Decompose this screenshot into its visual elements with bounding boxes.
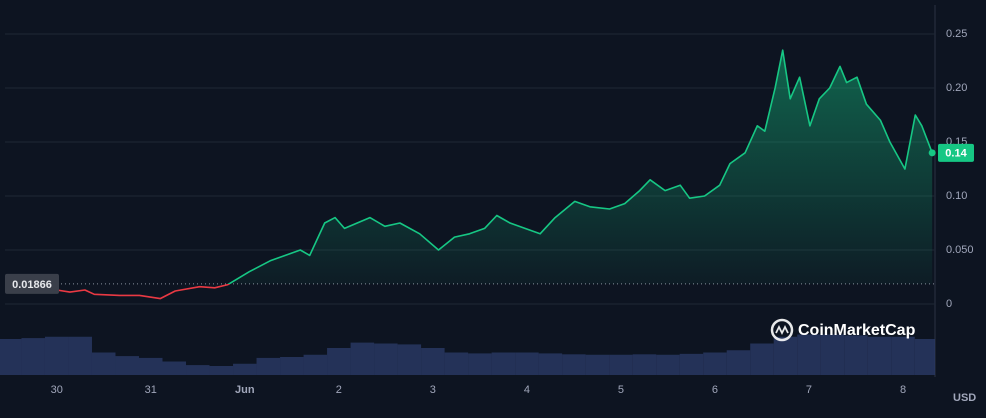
volume-bar <box>703 352 727 375</box>
volume-bar <box>750 343 774 375</box>
x-tick-label: 3 <box>430 384 436 396</box>
x-tick-label: 7 <box>806 384 812 396</box>
volume-bar <box>256 357 281 375</box>
x-tick-label: 5 <box>618 384 624 396</box>
volume-bar <box>444 352 469 375</box>
volume-bar <box>585 354 610 375</box>
volume-bar <box>491 352 516 375</box>
volume-bar <box>867 336 892 375</box>
volume-bar <box>797 334 821 375</box>
volume-bar <box>350 342 375 375</box>
volume-bar <box>632 354 657 375</box>
x-tick-label: 8 <box>900 384 906 396</box>
baseline-badge <box>5 273 59 294</box>
volume-bar <box>327 348 351 375</box>
x-tick-label: 30 <box>51 384 63 396</box>
volume-bar <box>844 335 868 375</box>
logo-wave <box>775 324 789 336</box>
x-tick-label: 2 <box>336 384 342 396</box>
volume-bar <box>209 366 234 375</box>
logo-ring <box>770 318 794 342</box>
x-tick-label: Jun <box>235 384 255 396</box>
x-tick-label: 6 <box>712 384 718 396</box>
volume-bar <box>914 339 935 375</box>
y-tick-label: 0.25 <box>946 28 967 40</box>
y-tick-label: 0.20 <box>946 82 967 94</box>
watermark-logo <box>770 318 794 342</box>
volume-bar <box>773 336 798 375</box>
volume-bar <box>679 353 704 375</box>
watermark: CoinMarketCap <box>798 322 916 339</box>
volume-bar <box>68 336 92 375</box>
x-tick-label: 31 <box>145 384 157 396</box>
price-badge <box>938 143 974 162</box>
volume-bar <box>468 353 492 375</box>
volume-bar <box>186 365 210 375</box>
volume-bar <box>515 352 539 375</box>
volume-bar <box>609 354 633 375</box>
volume-bar <box>656 354 680 375</box>
x-tick-label: 4 <box>524 384 530 396</box>
volume-bar <box>820 334 845 375</box>
volume-bar <box>538 353 563 375</box>
volume-bar <box>138 357 163 375</box>
baseline-label: 0.01866 <box>12 279 52 291</box>
volume-bar <box>21 338 45 375</box>
volume-bar <box>91 352 116 375</box>
volume-bar <box>280 357 304 375</box>
volume-bar <box>891 336 915 375</box>
volume-bar <box>726 350 751 375</box>
volume-bar <box>303 354 328 375</box>
y-tick-label: 0 <box>946 298 952 310</box>
volume-bar <box>115 356 139 375</box>
volume-bar <box>233 363 257 375</box>
y-tick-label: 0.050 <box>946 244 974 256</box>
volume-bar <box>421 348 445 375</box>
volume-bar <box>44 336 69 375</box>
last-point <box>928 149 936 157</box>
currency-label: USD <box>953 392 976 404</box>
volume-bar <box>162 361 187 375</box>
y-tick-label: 0.10 <box>946 190 967 202</box>
price-line <box>56 49 933 300</box>
price-area <box>56 50 933 284</box>
price-badge-label: 0.14 <box>945 148 967 160</box>
volume-bar <box>562 354 586 375</box>
volume-bar <box>397 344 422 375</box>
volume-bar <box>0 339 22 375</box>
volume-bar <box>374 343 398 375</box>
